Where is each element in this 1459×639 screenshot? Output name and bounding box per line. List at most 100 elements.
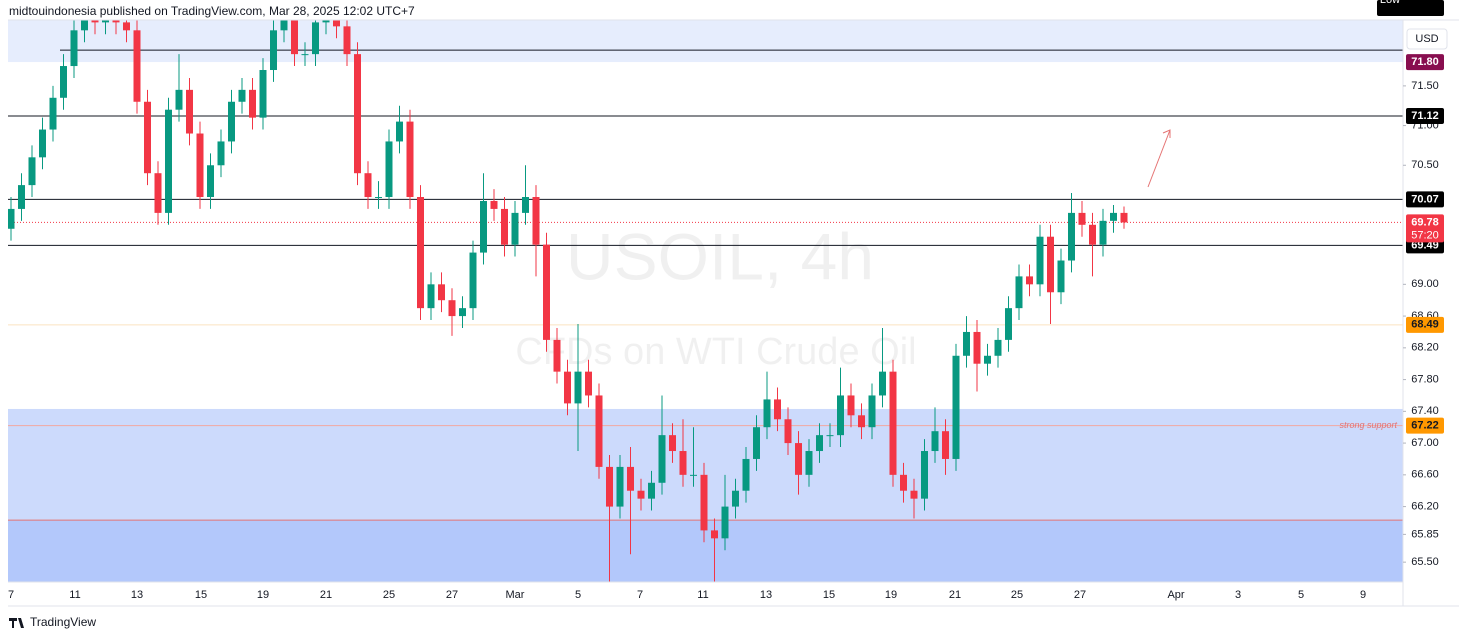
x-tick-label: 11 <box>69 589 80 601</box>
candle-body <box>648 482 655 499</box>
candle-body <box>816 435 823 452</box>
candle-body <box>385 141 393 198</box>
x-tick-label: 21 <box>949 589 961 601</box>
candle-body <box>1036 236 1044 285</box>
candle-body <box>112 20 120 23</box>
x-tick-label: 27 <box>1074 589 1086 601</box>
y-tick-label: 67.00 <box>1411 437 1439 449</box>
x-tick-label: 5 <box>1298 589 1304 601</box>
candle-body <box>354 54 361 174</box>
price-label-box <box>1406 54 1444 71</box>
candle-body <box>39 129 46 158</box>
x-tick-label: 9 <box>1360 589 1366 601</box>
price-label-box <box>1406 417 1444 434</box>
x-tick-label: 15 <box>823 589 835 601</box>
candle-body <box>931 431 939 452</box>
candle-body <box>858 415 865 428</box>
candle-body <box>616 466 624 507</box>
candle-body <box>217 141 225 166</box>
candle-body <box>60 66 67 98</box>
candle-body <box>753 427 760 459</box>
candle-body <box>574 371 582 404</box>
candle-body <box>396 121 403 142</box>
candle-body <box>28 157 36 186</box>
candle-body <box>522 197 529 213</box>
candle-body <box>1005 308 1012 340</box>
candle-body <box>721 506 729 539</box>
candle-body <box>427 284 435 309</box>
candle-body <box>228 101 235 142</box>
candle-body <box>175 89 183 110</box>
candle-body <box>406 121 414 198</box>
candle-body <box>637 490 645 499</box>
candle-body <box>375 197 382 199</box>
candle-body <box>1099 220 1107 245</box>
y-tick-label: 67.40 <box>1411 405 1439 417</box>
candle-body <box>438 284 445 301</box>
x-tick-label: Apr <box>1167 589 1184 601</box>
candle-body <box>700 474 708 531</box>
candle-body <box>459 308 466 317</box>
candle-body <box>417 197 424 309</box>
candle-body <box>795 443 802 475</box>
y-tick-label: 65.85 <box>1411 528 1439 540</box>
currency: USD <box>1415 33 1438 45</box>
candle-body <box>1078 212 1086 225</box>
y-tick-label: 69.00 <box>1411 278 1439 290</box>
candle-body <box>532 197 540 245</box>
last-price-label: 69.78 <box>1411 216 1439 228</box>
candle-body <box>805 451 813 475</box>
x-tick-label: 25 <box>1011 589 1023 601</box>
candle-body <box>280 20 288 31</box>
candle-body <box>490 200 498 209</box>
candle-body <box>732 490 739 507</box>
candle-body <box>763 399 771 428</box>
price-label: 71.80 <box>1411 56 1439 68</box>
candle-body <box>1089 224 1096 245</box>
low-box <box>1377 0 1444 16</box>
candle-body <box>18 185 25 209</box>
currency-box <box>1406 28 1448 50</box>
candle-body <box>942 431 949 459</box>
zone <box>8 20 1403 63</box>
candle-body <box>1015 276 1023 309</box>
candle-body <box>1026 276 1033 285</box>
y-tick-label: 71.50 <box>1411 80 1439 92</box>
x-tick-label: 11 <box>697 589 708 601</box>
y-tick-label: 66.20 <box>1411 500 1439 512</box>
countdown: 57:20 <box>1411 229 1439 241</box>
candle-body <box>1057 260 1065 293</box>
candle-body <box>889 371 897 475</box>
candle-body <box>963 331 970 356</box>
candle-body <box>91 20 99 23</box>
candle-body <box>312 22 319 55</box>
candle-body <box>301 54 309 56</box>
x-tick-label: 19 <box>885 589 897 601</box>
candle-body <box>1047 236 1054 293</box>
arrow-head <box>1162 129 1171 138</box>
candle-body <box>1068 212 1075 261</box>
candle-body <box>1120 212 1128 223</box>
y-tick-label: 67.80 <box>1411 373 1439 385</box>
x-tick-label: 19 <box>257 589 269 601</box>
candle-body <box>879 371 886 396</box>
candle-body <box>910 490 918 499</box>
candle-body <box>984 355 991 364</box>
candle-body <box>322 20 330 23</box>
candle-body <box>102 20 109 23</box>
candle-body <box>627 466 634 491</box>
candle-body <box>564 371 571 404</box>
candle-body <box>249 89 256 118</box>
candle-body <box>144 101 151 174</box>
candle-body <box>448 300 456 317</box>
candle-body <box>291 20 298 55</box>
candle-body <box>165 109 172 213</box>
candle-body <box>49 97 57 130</box>
annotation: strong support <box>1339 420 1397 430</box>
candle-body <box>837 395 844 436</box>
candle-body <box>595 395 603 467</box>
last-price-box <box>1406 214 1444 243</box>
x-tick-label: Mar <box>506 589 525 601</box>
candle-body <box>921 451 928 499</box>
